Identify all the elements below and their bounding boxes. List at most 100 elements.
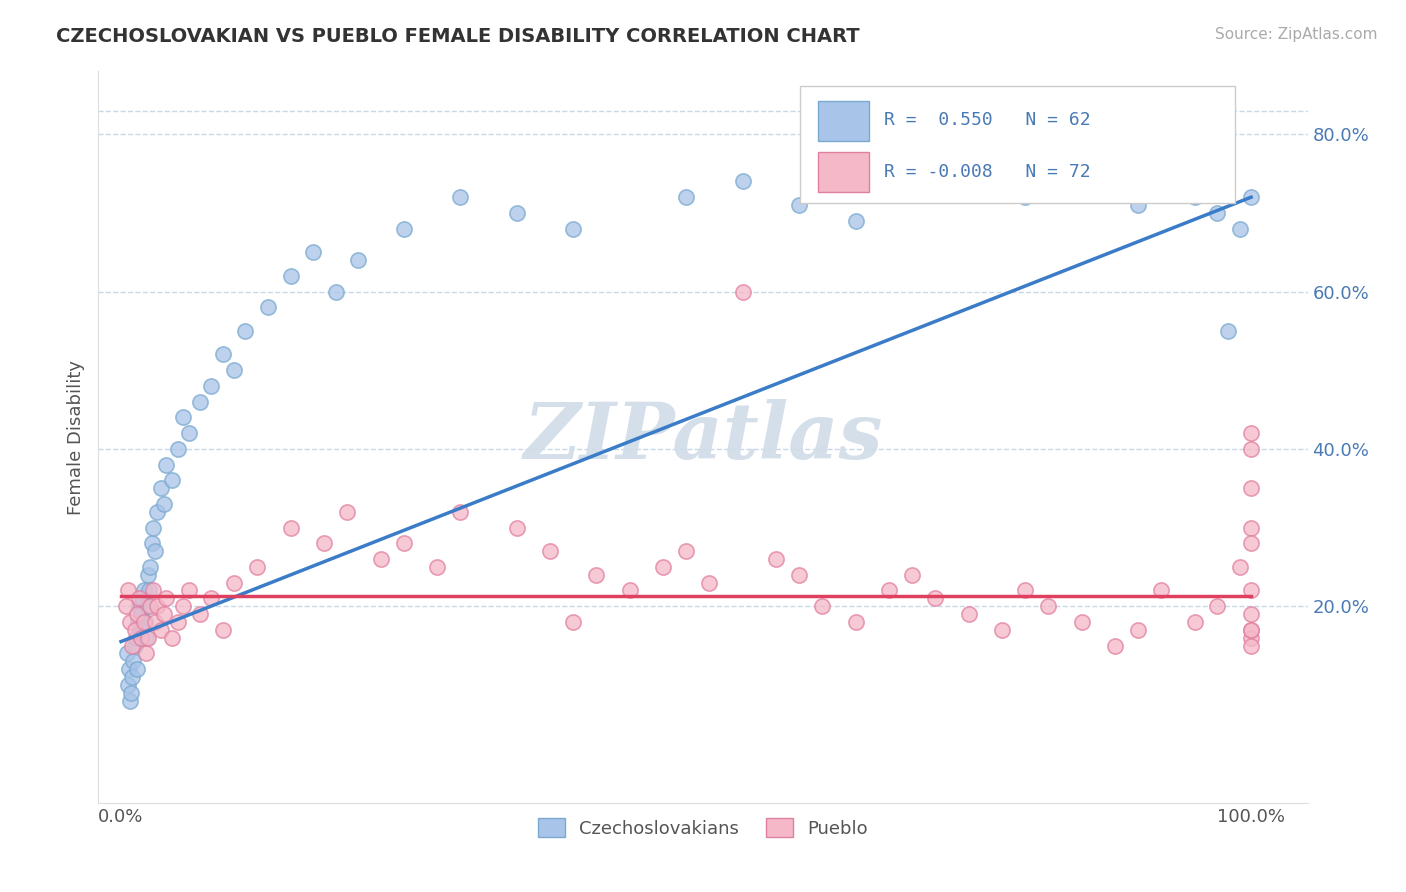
Point bbox=[1240, 426, 1263, 441]
Point bbox=[787, 567, 810, 582]
Point bbox=[153, 497, 176, 511]
FancyBboxPatch shape bbox=[818, 152, 869, 192]
Point bbox=[1036, 599, 1059, 614]
Point bbox=[1240, 583, 1263, 598]
Point bbox=[1070, 159, 1092, 173]
Point bbox=[125, 607, 148, 621]
Point bbox=[172, 599, 194, 614]
Point bbox=[127, 615, 149, 629]
Point bbox=[302, 245, 325, 260]
Point bbox=[731, 285, 754, 299]
Point bbox=[122, 654, 145, 668]
Point bbox=[845, 214, 868, 228]
Point bbox=[124, 639, 146, 653]
Point bbox=[114, 599, 136, 614]
Point bbox=[139, 559, 162, 574]
Point bbox=[1184, 615, 1206, 629]
Point bbox=[957, 607, 980, 621]
Point bbox=[135, 646, 157, 660]
Point bbox=[200, 591, 222, 606]
Point bbox=[505, 520, 527, 534]
Point bbox=[117, 583, 139, 598]
Point bbox=[1014, 583, 1036, 598]
Point bbox=[166, 442, 188, 456]
Point bbox=[132, 615, 155, 629]
Point bbox=[336, 505, 359, 519]
Point bbox=[1240, 190, 1263, 204]
Point bbox=[115, 646, 138, 660]
Point bbox=[731, 174, 754, 188]
Point bbox=[325, 285, 347, 299]
Point bbox=[136, 599, 159, 614]
Point bbox=[619, 583, 641, 598]
Point bbox=[131, 607, 153, 621]
Point bbox=[120, 693, 142, 707]
Point bbox=[131, 591, 153, 606]
Point bbox=[787, 198, 810, 212]
Point bbox=[901, 567, 924, 582]
Point bbox=[449, 505, 471, 519]
Point bbox=[562, 615, 585, 629]
Y-axis label: Female Disability: Female Disability bbox=[66, 359, 84, 515]
Point bbox=[810, 599, 832, 614]
Point bbox=[879, 583, 901, 598]
Point bbox=[125, 631, 148, 645]
Legend: Czechoslovakians, Pueblo: Czechoslovakians, Pueblo bbox=[530, 811, 876, 845]
Point bbox=[155, 591, 177, 606]
Point bbox=[1240, 520, 1263, 534]
Point bbox=[280, 520, 302, 534]
Point bbox=[652, 559, 675, 574]
Point bbox=[142, 583, 165, 598]
Point bbox=[233, 324, 256, 338]
Point bbox=[1206, 599, 1229, 614]
Point bbox=[129, 623, 152, 637]
Point bbox=[121, 670, 143, 684]
Point bbox=[131, 631, 153, 645]
Point bbox=[1240, 536, 1263, 550]
Point bbox=[585, 567, 607, 582]
Point bbox=[155, 458, 177, 472]
Point bbox=[1014, 190, 1036, 204]
Point bbox=[1184, 190, 1206, 204]
Point bbox=[314, 536, 336, 550]
Point bbox=[347, 253, 370, 268]
Point bbox=[211, 347, 233, 361]
Point bbox=[1229, 559, 1251, 574]
Point bbox=[166, 615, 188, 629]
Point bbox=[845, 615, 868, 629]
Point bbox=[177, 426, 200, 441]
Point bbox=[1150, 583, 1173, 598]
Point bbox=[280, 268, 302, 283]
Text: ZIPatlas: ZIPatlas bbox=[523, 399, 883, 475]
Point bbox=[562, 221, 585, 235]
Point bbox=[1070, 615, 1092, 629]
Point bbox=[1240, 623, 1263, 637]
FancyBboxPatch shape bbox=[818, 101, 869, 141]
Point bbox=[177, 583, 200, 598]
Point bbox=[538, 544, 561, 558]
Point bbox=[146, 599, 169, 614]
Point bbox=[1240, 481, 1263, 495]
Point bbox=[132, 583, 155, 598]
Point bbox=[924, 591, 946, 606]
Point bbox=[128, 591, 150, 606]
Point bbox=[505, 206, 527, 220]
Point bbox=[143, 544, 166, 558]
Point bbox=[117, 678, 139, 692]
Point bbox=[257, 301, 280, 315]
Point bbox=[1218, 324, 1240, 338]
Point bbox=[149, 481, 172, 495]
Point bbox=[135, 631, 157, 645]
Point bbox=[1240, 639, 1263, 653]
Text: R =  0.550   N = 62: R = 0.550 N = 62 bbox=[884, 112, 1091, 129]
Point bbox=[160, 473, 183, 487]
Point bbox=[136, 567, 159, 582]
Point bbox=[1240, 631, 1263, 645]
Point bbox=[426, 559, 449, 574]
FancyBboxPatch shape bbox=[800, 86, 1234, 203]
Point bbox=[121, 639, 143, 653]
Text: R = -0.008   N = 72: R = -0.008 N = 72 bbox=[884, 162, 1091, 180]
Point bbox=[1126, 198, 1149, 212]
Point bbox=[128, 599, 150, 614]
Point bbox=[141, 536, 163, 550]
